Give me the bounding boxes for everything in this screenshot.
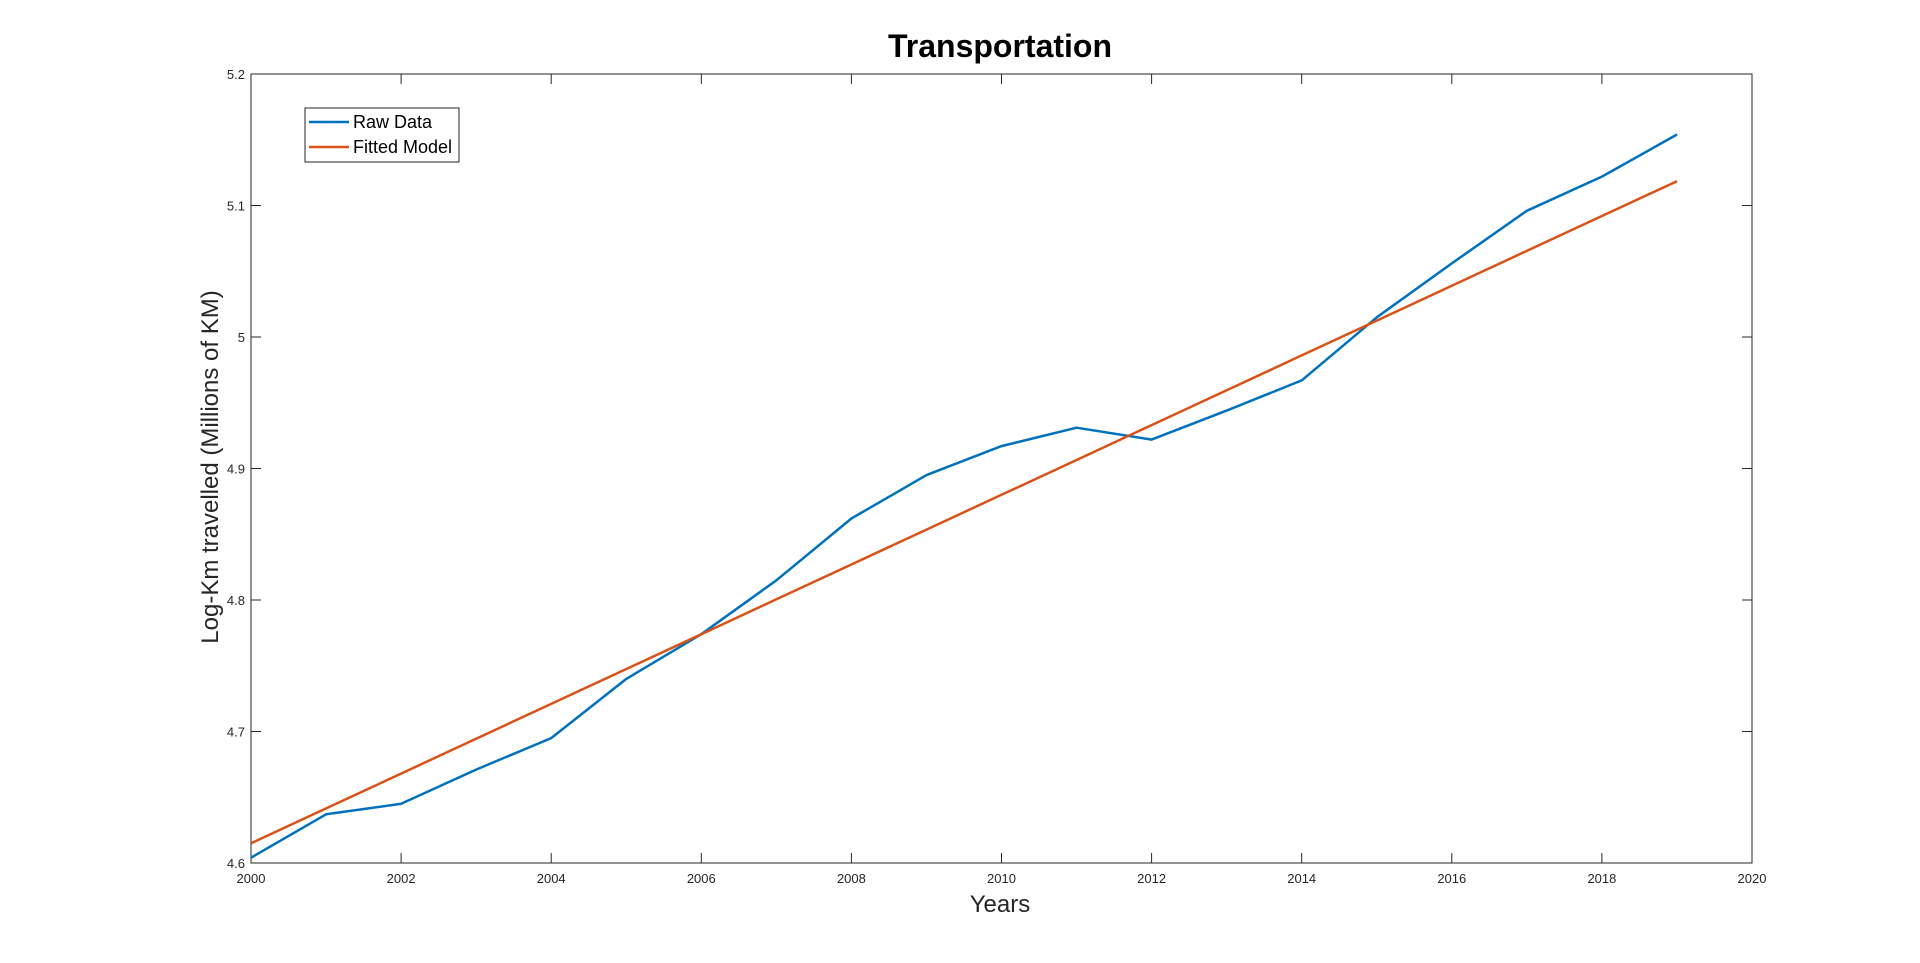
x-tick-label: 2006 bbox=[687, 871, 716, 886]
legend-box bbox=[304, 107, 460, 163]
y-axis-label: Log-Km travelled (Millions of KM) bbox=[197, 290, 224, 643]
chart-title: Transportation bbox=[888, 28, 1112, 64]
x-tick-label: 2018 bbox=[1587, 871, 1616, 886]
legend-label: Fitted Model bbox=[353, 137, 452, 157]
x-tick-label: 2014 bbox=[1287, 871, 1316, 886]
x-tick-label: 2016 bbox=[1437, 871, 1466, 886]
x-tick-label: 2002 bbox=[387, 871, 416, 886]
x-tick-label: 2012 bbox=[1137, 871, 1166, 886]
y-tick-label: 5.2 bbox=[227, 67, 245, 82]
raw-data-line bbox=[250, 133, 1678, 859]
plot-area bbox=[250, 73, 1753, 864]
x-tick-label: 2004 bbox=[537, 871, 566, 886]
x-tick-label: 2000 bbox=[237, 871, 266, 886]
series-layer bbox=[250, 133, 1678, 859]
y-tick-label: 4.7 bbox=[227, 725, 245, 740]
fitted-model-line bbox=[250, 180, 1678, 845]
y-tick-label: 5.1 bbox=[227, 199, 245, 214]
axes: 2000 2002 2004 2006 2008 2010 2012 2014 2016 2018… bbox=[227, 67, 1767, 886]
y-tick-label: 4.9 bbox=[227, 462, 245, 477]
y-tick-label: 5 bbox=[238, 330, 245, 345]
y-tick-label: 4.8 bbox=[227, 593, 245, 608]
y-tick-label: 4.6 bbox=[227, 856, 245, 871]
x-tick-label: 2008 bbox=[837, 871, 866, 886]
legend-label: Raw Data bbox=[353, 112, 433, 132]
x-tick-label: 2020 bbox=[1738, 871, 1767, 886]
x-tick-label: 2010 bbox=[987, 871, 1016, 886]
x-axis-label: Years bbox=[970, 891, 1031, 918]
legend: Raw Data Fitted Model bbox=[304, 107, 460, 163]
